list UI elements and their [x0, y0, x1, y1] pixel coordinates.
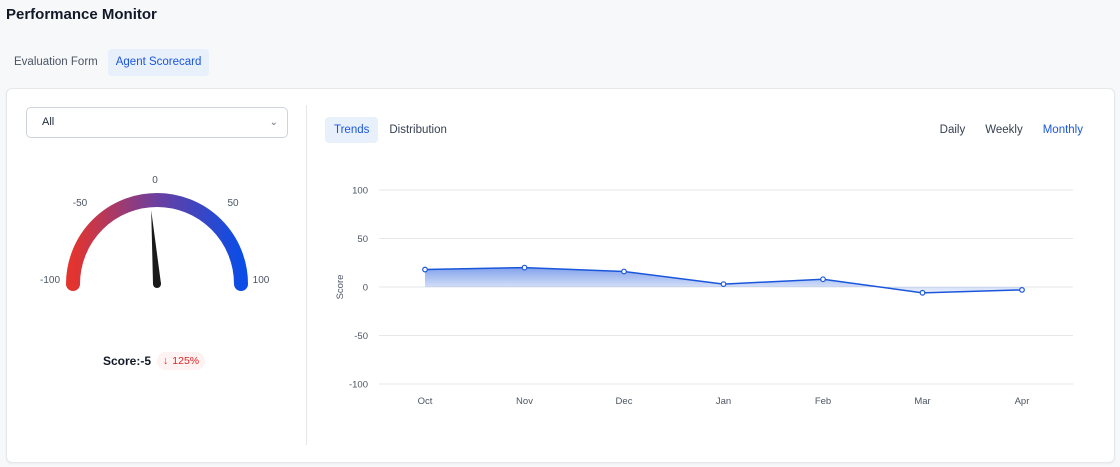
data-point[interactable] — [720, 281, 727, 287]
gauge-needle-hub — [153, 280, 161, 288]
data-point[interactable] — [1019, 287, 1025, 293]
y-axis-label: Score — [335, 275, 346, 300]
gauge-tick-label: -50 — [73, 198, 88, 209]
y-tick-label: -100 — [349, 380, 368, 391]
x-tick-label: Oct — [418, 396, 433, 407]
x-tick-label: Mar — [914, 396, 930, 407]
top-tabs: Evaluation Form Agent Scorecard — [6, 49, 210, 76]
x-tick-label: Apr — [1015, 396, 1030, 407]
data-point[interactable] — [521, 264, 528, 271]
score-gauge: -100 -50 0 50 100 — [7, 149, 307, 329]
tab-agent-scorecard[interactable]: Agent Scorecard — [107, 49, 210, 76]
period-tabs: Daily Weekly Monthly — [931, 117, 1092, 143]
arrow-down-icon: ↓ — [163, 355, 169, 367]
score-label: Score:-5 — [103, 354, 152, 368]
x-tick-label: Feb — [815, 396, 831, 407]
panel-divider — [306, 105, 307, 445]
gauge-tick-label: -100 — [40, 275, 60, 286]
score-change-badge: ↓ 125% — [157, 352, 206, 370]
tab-evaluation-form[interactable]: Evaluation Form — [14, 56, 98, 68]
filter-select-value: All — [42, 116, 55, 128]
chevron-down-icon: ⌄ — [269, 117, 278, 128]
tab-monthly[interactable]: Monthly — [1042, 124, 1083, 136]
tab-distribution[interactable]: Distribution — [389, 124, 447, 136]
series-area — [425, 267, 1022, 293]
gauge-tick-label: 100 — [253, 275, 270, 286]
tab-daily[interactable]: Daily — [939, 124, 966, 136]
y-tick-label: 0 — [363, 283, 368, 294]
score-change-value: 125% — [172, 355, 200, 367]
data-point[interactable] — [820, 276, 826, 283]
page-title: Performance Monitor — [6, 6, 157, 23]
gauge-panel: All ⌄ -100 -50 0 50 100 — [7, 89, 307, 462]
data-point[interactable] — [422, 266, 428, 273]
filter-select[interactable]: All ⌄ — [26, 107, 288, 138]
y-tick-label: -50 — [354, 331, 368, 342]
tab-weekly[interactable]: Weekly — [985, 124, 1023, 136]
gauge-needle — [151, 210, 161, 288]
x-tick-label: Jan — [716, 396, 731, 407]
gauge-tick-label: 50 — [227, 198, 239, 209]
view-tabs: Trends Distribution — [325, 117, 456, 143]
gauge-tick-label: 0 — [152, 175, 158, 186]
y-tick-label: 50 — [357, 234, 368, 245]
data-point[interactable] — [621, 268, 627, 275]
gauge-arc — [66, 193, 248, 291]
score-trend-chart: 100 50 0 -50 -100 Score Oct Nov Dec Jan Feb Mar Apr — [317, 175, 1107, 415]
x-tick-label: Nov — [516, 396, 533, 407]
data-point[interactable] — [919, 289, 926, 296]
gauge-needle-shape — [151, 210, 161, 285]
tab-trends[interactable]: Trends — [325, 117, 379, 143]
x-tick-label: Dec — [616, 396, 633, 407]
scorecard-card: All ⌄ -100 -50 0 50 100 — [6, 88, 1115, 463]
y-tick-label: 100 — [352, 186, 368, 197]
score-row: Score:-5 ↓ 125% — [103, 352, 206, 370]
